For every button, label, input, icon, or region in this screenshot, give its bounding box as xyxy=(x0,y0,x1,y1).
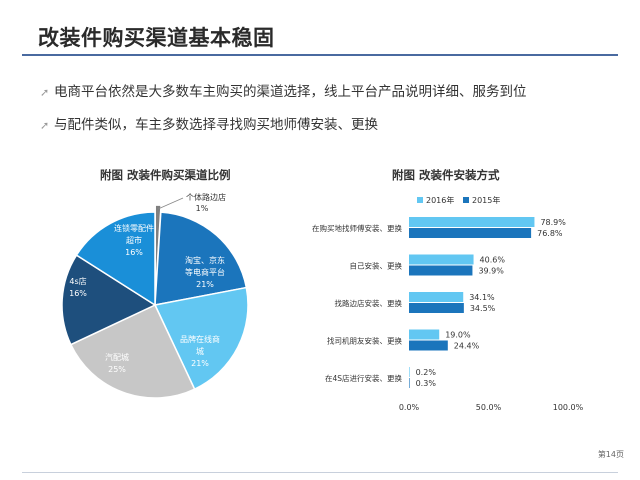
legend-swatch xyxy=(417,197,423,203)
pie-leader-line xyxy=(157,197,184,210)
pie-slice-value: 25% xyxy=(108,365,126,374)
bar xyxy=(409,217,535,227)
legend-swatch xyxy=(463,197,469,203)
pie-slice xyxy=(61,254,157,346)
bar-value-label: 78.9% xyxy=(540,218,566,227)
bar-value-label: 0.2% xyxy=(416,368,437,377)
page-title: 改装件购买渠道基本稳固 xyxy=(38,26,275,50)
bullet-item: ➚ 电商平台依然是大多数车主购买的渠道选择，线上平台产品说明详细、服务到位 xyxy=(40,80,527,100)
arrow-icon: ➚ xyxy=(40,86,50,99)
pie-slice-label: 汽配城 xyxy=(105,352,129,362)
pie-slice-value: 1% xyxy=(196,204,209,213)
pie-slice xyxy=(75,211,156,307)
legend-label: 2015年 xyxy=(472,195,500,205)
arrow-icon: ➚ xyxy=(40,119,50,132)
category-label: 自己安装、更换 xyxy=(350,261,403,271)
pie-slice xyxy=(69,304,196,399)
category-label: 找司机朋友安装、更换 xyxy=(327,336,402,346)
pie-chart-title: 附图 改装件购买渠道比例 xyxy=(100,168,231,182)
pie-slice xyxy=(153,286,249,391)
pie-slice-value: 16% xyxy=(69,289,87,298)
bar-value-label: 19.0% xyxy=(445,331,471,340)
bar-value-label: 34.1% xyxy=(469,293,495,302)
page-number: 第14页 xyxy=(597,450,624,459)
pie-slice-label: 等电商平台 xyxy=(185,267,225,277)
x-tick-label: 50.0% xyxy=(476,403,502,412)
bar-value-label: 0.3% xyxy=(416,379,437,388)
pie-slice-label: 个体路边店 xyxy=(186,192,226,202)
legend-label: 2016年 xyxy=(426,195,454,205)
pie-slice-label: 4s店 xyxy=(69,276,86,286)
bar xyxy=(409,367,410,377)
bar xyxy=(409,329,440,340)
pie-slice-label: 超市 xyxy=(126,235,142,245)
bar xyxy=(409,254,474,265)
pie-slice-label: 品牌在线商 xyxy=(180,334,220,344)
bar xyxy=(409,265,473,276)
bar-chart-title: 附图 改装件安装方式 xyxy=(392,168,500,182)
bar xyxy=(409,228,532,238)
bullet-text: 电商平台依然是大多数车主购买的渠道选择，线上平台产品说明详细、服务到位 xyxy=(54,84,527,100)
bar xyxy=(409,292,464,302)
bar-value-label: 76.8% xyxy=(537,229,563,238)
bar xyxy=(409,340,448,351)
category-label: 在4S店进行安装、更换 xyxy=(325,373,403,383)
bullet-text: 与配件类似，车主多数选择寻找购买地师傅安装、更换 xyxy=(54,117,378,133)
pie-slice-value: 21% xyxy=(191,359,209,368)
x-tick-label: 100.0% xyxy=(553,403,584,412)
bar xyxy=(409,303,464,313)
category-label: 找路边店安装、更换 xyxy=(335,298,403,308)
pie-slice-value: 21% xyxy=(196,280,214,289)
title-divider xyxy=(22,54,618,56)
bar-value-label: 34.5% xyxy=(470,304,496,313)
bar-value-label: 40.6% xyxy=(480,256,506,265)
bar xyxy=(409,378,410,388)
bar-value-label: 24.4% xyxy=(454,342,480,351)
bar-value-label: 39.9% xyxy=(478,267,504,276)
x-tick-label: 0.0% xyxy=(399,403,420,412)
category-label: 在购买地找师傅安装、更换 xyxy=(312,223,402,233)
pie-slice-label: 连锁零配件 xyxy=(114,223,154,233)
pie-slice-label: 淘宝、京东 xyxy=(185,255,225,265)
bullet-item: ➚ 与配件类似，车主多数选择寻找购买地师傅安装、更换 xyxy=(40,113,378,133)
footer-divider xyxy=(22,472,618,473)
pie-slice-value: 16% xyxy=(125,248,143,257)
pie-slice xyxy=(154,211,248,306)
pie-slice-label: 城 xyxy=(196,347,204,356)
